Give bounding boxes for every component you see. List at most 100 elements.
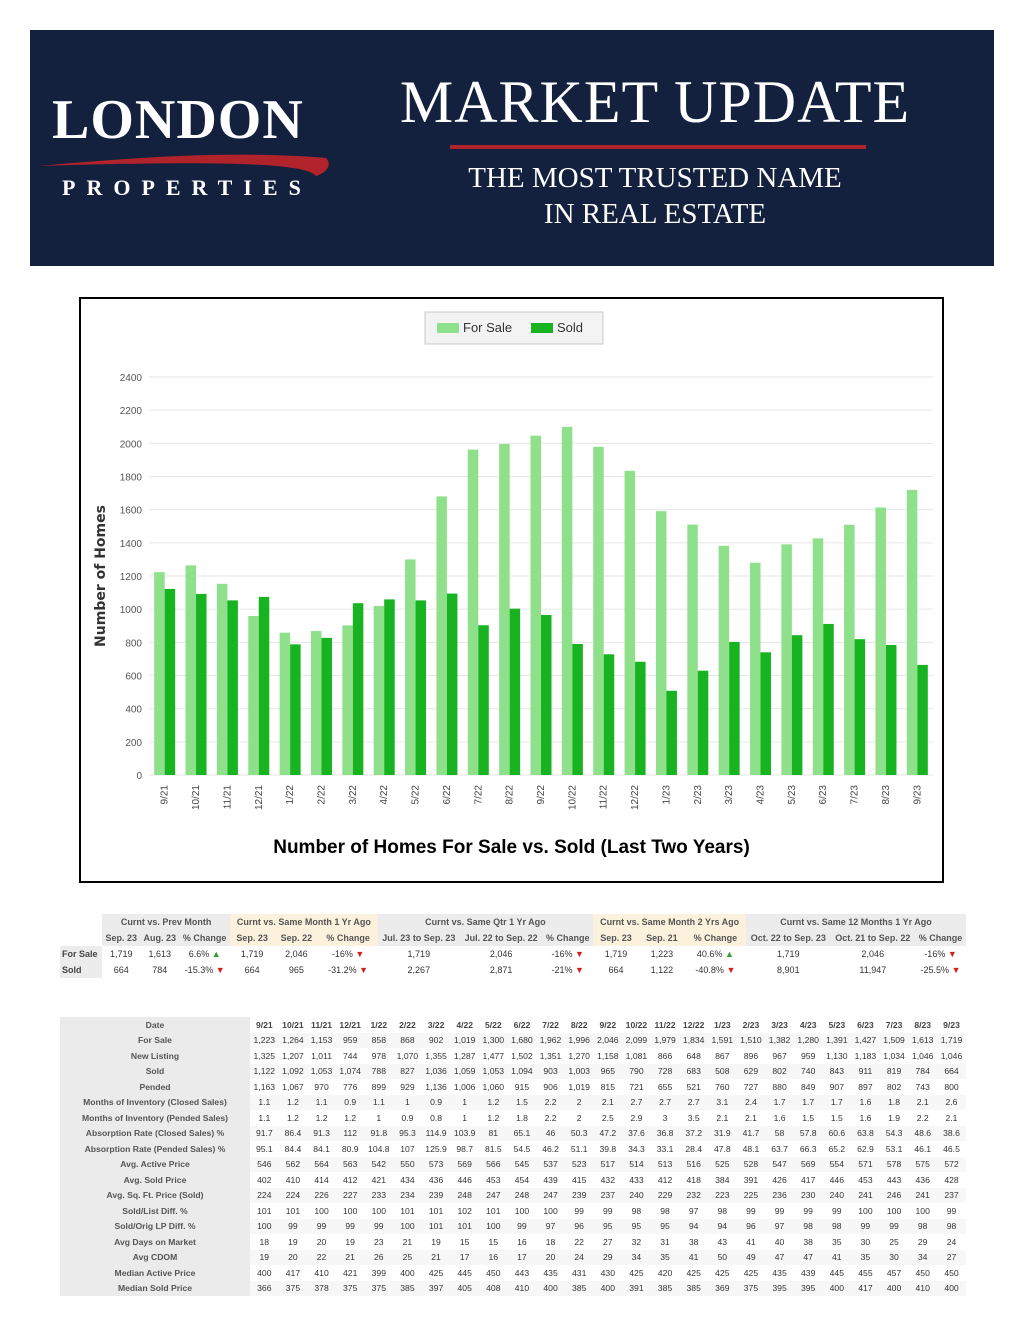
detail-cell: 554: [822, 1156, 852, 1172]
detail-cell: 100: [858, 1205, 873, 1216]
detail-row: Avg CDOM 19 20 22 21 26 25 21 17 16 17 20 24 29 34 35 41…: [60, 1249, 966, 1265]
detail-cell: 27: [937, 1249, 966, 1265]
summary-cell: 1,223: [650, 949, 674, 959]
detail-cell: 385: [650, 1280, 680, 1296]
detail-cell: 22: [574, 1236, 584, 1247]
detail-cell: 683: [679, 1063, 708, 1079]
detail-cell: 16: [479, 1249, 508, 1265]
bar-sold: [603, 654, 615, 775]
summary-column-header: % Change: [684, 930, 747, 946]
detail-cell: 57.8: [793, 1125, 823, 1141]
summary-cell: -16% ▼: [924, 949, 957, 959]
detail-cell: 629: [736, 1063, 766, 1079]
bar-sold: [290, 644, 301, 775]
detail-cell: 1,153: [307, 1032, 336, 1048]
summary-cell: 664: [244, 965, 260, 975]
detail-cell: 431: [572, 1267, 587, 1278]
detail-row: Avg. Sold Price 402 410 414 412 421 434 436 446 4…: [60, 1172, 966, 1188]
summary-cell: 1,122: [650, 965, 674, 975]
detail-cell: 1.1: [307, 1094, 336, 1110]
detail-cell: 1,094: [507, 1063, 537, 1079]
detail-cell: 537: [536, 1156, 565, 1172]
summary-cell: -15.3% ▼: [184, 965, 225, 975]
detail-cell: 99: [335, 1218, 365, 1234]
detail-cell: 41.7: [736, 1125, 766, 1141]
detail-cell: 1,053: [307, 1063, 336, 1079]
detail-cell: 100: [371, 1205, 386, 1216]
detail-cell: 446: [457, 1174, 472, 1185]
detail-cell: 1.2: [315, 1112, 328, 1123]
detail-cell: 101: [285, 1205, 301, 1216]
detail-cell: 30: [860, 1236, 871, 1247]
detail-cell: 802: [886, 1081, 902, 1092]
bar-for-sale: [185, 565, 197, 775]
detail-cell: 743: [915, 1081, 930, 1092]
arrow-down-icon: ▼: [951, 965, 961, 975]
bar-sold: [541, 614, 552, 775]
detail-cell: 1,006: [453, 1081, 476, 1092]
detail-cell: 430: [600, 1267, 615, 1278]
detail-cell: 421: [343, 1267, 358, 1278]
detail-cell: 49: [736, 1249, 766, 1265]
detail-cell: 91.7: [250, 1125, 279, 1141]
summary-corner: [60, 930, 102, 946]
arrow-down-icon: ▼: [575, 965, 584, 975]
detail-cell: 19: [250, 1249, 279, 1265]
detail-cell: 1,011: [311, 1050, 332, 1061]
legend-swatch: [531, 323, 553, 333]
detail-cell: 223: [708, 1187, 737, 1203]
bar-sold: [666, 690, 677, 775]
detail-cell: 432: [600, 1174, 615, 1185]
detail-date-header: 12/21: [339, 1019, 361, 1030]
detail-cell: 248: [507, 1187, 537, 1203]
detail-cell: 48.6: [908, 1125, 937, 1141]
detail-cell: 545: [507, 1156, 537, 1172]
detail-cell: 229: [650, 1187, 680, 1203]
x-tick-label: 5/23: [787, 785, 798, 805]
detail-cell: 2.1: [716, 1112, 729, 1123]
detail-cell: 66.3: [799, 1143, 817, 1154]
detail-cell: 425: [629, 1267, 644, 1278]
monthly-detail-table: Date 9/21 10/21 11/21 12/21 1/22 2/22 3/22 4/22 5…: [60, 1017, 966, 1296]
detail-cell: 1: [393, 1094, 422, 1110]
summary-column-header: Sep. 23: [593, 930, 639, 946]
detail-cell: 91.8: [364, 1125, 394, 1141]
detail-cell: 514: [622, 1156, 651, 1172]
summary-cell: 1,719: [407, 949, 431, 959]
detail-cell: 17: [450, 1249, 479, 1265]
bar-sold: [791, 635, 803, 775]
detail-cell: 240: [622, 1187, 651, 1203]
detail-cell: 2.7: [622, 1094, 651, 1110]
bar-for-sale: [781, 544, 792, 775]
detail-date-header: 8/22: [570, 1019, 588, 1030]
detail-date-header: 3/23: [771, 1019, 788, 1030]
summary-cell: 1,719: [109, 949, 133, 959]
detail-row: Avg Days on Market 18 19 20 19 23 21 19 15 15 16 18…: [60, 1234, 966, 1250]
detail-row: New Listing 1,325 1,207 1,011 744 978 1,070 1,3…: [60, 1048, 966, 1064]
detail-cell: 740: [793, 1063, 823, 1079]
detail-cell: 399: [371, 1267, 386, 1278]
detail-row-label: Sold/Orig LP Diff. %: [60, 1218, 250, 1234]
detail-cell: 866: [657, 1050, 673, 1061]
detail-cell: 99: [774, 1205, 785, 1216]
summary-column-header: Sep. 22: [274, 930, 319, 946]
x-tick-label: 1/22: [285, 785, 296, 805]
summary-group-header: Curnt vs. Same Month 1 Yr Ago: [230, 914, 378, 930]
detail-cell: 1,070: [396, 1050, 419, 1061]
arrow-down-icon: ▼: [359, 965, 369, 975]
bar-for-sale: [342, 625, 353, 775]
detail-cell: 455: [858, 1267, 873, 1278]
x-tick-label: 2/23: [693, 785, 704, 805]
detail-cell: 1.1: [258, 1112, 271, 1123]
summary-cell: -25.5% ▼: [920, 965, 961, 975]
detail-cell: 391: [622, 1280, 651, 1296]
detail-row-label: Pended: [60, 1079, 250, 1095]
bar-for-sale: [154, 572, 165, 775]
x-tick-label: 4/23: [756, 785, 767, 805]
detail-cell: 1,391: [822, 1032, 852, 1048]
detail-cell: 435: [543, 1267, 558, 1278]
detail-cell: 648: [686, 1050, 701, 1061]
detail-cell: 1,270: [568, 1050, 590, 1061]
detail-cell: 1,591: [708, 1032, 737, 1048]
detail-cell: 37.6: [622, 1125, 651, 1141]
